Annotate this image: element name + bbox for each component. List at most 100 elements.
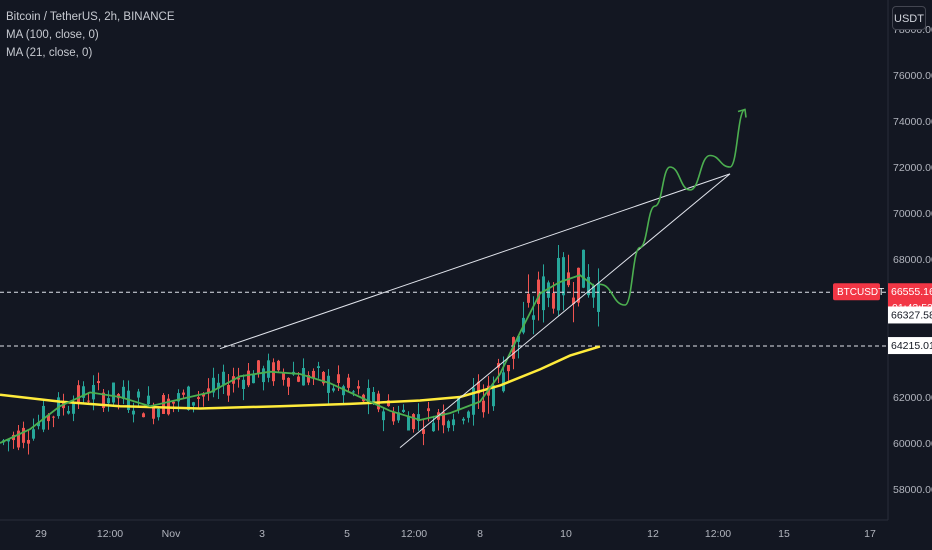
candle-body	[502, 372, 505, 392]
time-tick-label: 29	[35, 528, 47, 540]
candle-body	[312, 370, 315, 378]
candle-body	[157, 408, 160, 418]
candle-body	[307, 375, 310, 383]
upper-trendline[interactable]	[219, 173, 731, 350]
price-tick-label: 62000.00	[893, 392, 932, 404]
price-tick-label: 74000.00	[893, 116, 932, 128]
candle-body	[217, 382, 220, 389]
candle-body	[27, 439, 30, 444]
chart-legend: Bitcoin / TetherUS, 2h, BINANCE MA (100,…	[6, 8, 175, 62]
candle-body	[577, 267, 580, 303]
candle-body	[447, 421, 450, 428]
candle-body	[417, 414, 420, 422]
candle-body	[197, 397, 200, 399]
candle-body	[7, 439, 10, 442]
time-tick-label: 3	[259, 528, 265, 540]
candle-body	[562, 257, 565, 296]
candle-body	[322, 371, 325, 384]
candle-body	[137, 391, 140, 398]
candle-body	[332, 388, 335, 391]
candle-body	[472, 387, 475, 415]
symbol-title: Bitcoin / TetherUS, 2h, BINANCE	[6, 11, 175, 23]
candle-body	[302, 367, 305, 386]
candle-body	[77, 385, 80, 404]
candle-body	[182, 392, 185, 395]
time-tick-label: Nov	[162, 528, 181, 540]
candle-body	[592, 285, 595, 298]
candle-body	[202, 393, 205, 397]
candle-body	[102, 392, 105, 409]
price-tick-label: 76000.00	[893, 70, 932, 82]
candle-body	[482, 400, 485, 413]
candle-body	[432, 422, 435, 432]
candle-body	[372, 391, 375, 404]
candle-body	[252, 373, 255, 384]
candle-body	[337, 374, 340, 383]
candle-body	[237, 377, 240, 380]
candle-body	[492, 385, 495, 407]
time-tick-label: 5	[344, 528, 350, 540]
candle-body	[532, 315, 535, 320]
level-label-1: 66327.58	[891, 309, 932, 321]
candle-body	[262, 368, 265, 383]
candle-body	[457, 397, 460, 410]
price-tick-label: 60000.00	[893, 438, 932, 450]
symbol-badge-text: BTCUSDT	[837, 287, 884, 298]
candle-body	[147, 395, 150, 405]
time-tick-label: 12:00	[401, 528, 427, 540]
candle-body	[172, 401, 175, 404]
candle-body	[107, 398, 110, 404]
time-tick-label: 12:00	[97, 528, 123, 540]
candle-body	[542, 276, 545, 311]
candle-body	[122, 386, 125, 399]
ma100-legend[interactable]: MA (100, close, 0)	[6, 29, 99, 41]
candle-body	[467, 411, 470, 418]
candle-body	[17, 430, 20, 448]
candle-body	[347, 377, 350, 388]
price-tick-label: 72000.00	[893, 162, 932, 174]
level-label-bg	[888, 306, 932, 324]
candle-body	[537, 279, 540, 304]
candle-body	[527, 293, 530, 303]
time-tick-label: 8	[477, 528, 483, 540]
candle-body	[212, 377, 215, 393]
candle-body	[352, 391, 355, 393]
projection-path[interactable]	[599, 108, 746, 306]
candle-body	[402, 409, 405, 412]
candle-body	[517, 336, 520, 342]
candle-body	[407, 416, 410, 431]
candle-body	[177, 393, 180, 402]
candle-body	[87, 400, 90, 402]
time-tick-label: 10	[560, 528, 572, 540]
candle-body	[452, 419, 455, 426]
candle-body	[32, 429, 35, 439]
candle-body	[97, 381, 100, 384]
candle-body	[22, 427, 25, 443]
price-tick-label: 70000.00	[893, 208, 932, 220]
time-tick-label: 12	[647, 528, 659, 540]
candle-body	[357, 386, 360, 389]
candle-body	[277, 360, 280, 371]
time-tick-label: 12:00	[705, 528, 731, 540]
candle-body	[227, 385, 230, 396]
candle-body	[342, 386, 345, 396]
candle-body	[132, 410, 135, 415]
price-tick-label: 68000.00	[893, 254, 932, 266]
candle-body	[442, 412, 445, 426]
candle-body	[462, 418, 465, 421]
candle-body	[547, 282, 550, 298]
candle-body	[367, 387, 370, 404]
level-label-2: 64215.01	[891, 340, 932, 352]
time-tick-label: 15	[778, 528, 790, 540]
candle-body	[37, 422, 40, 427]
ma21-legend[interactable]: MA (21, close, 0)	[6, 47, 93, 59]
currency-unit-button[interactable]: USDT	[892, 6, 926, 30]
candle-body	[392, 412, 395, 422]
lower-trendline[interactable]	[399, 173, 731, 448]
candle-body	[412, 414, 415, 430]
level-label-bg	[888, 337, 932, 355]
candle-body	[382, 411, 385, 421]
candle-body	[207, 388, 210, 394]
candle-body	[557, 257, 560, 311]
